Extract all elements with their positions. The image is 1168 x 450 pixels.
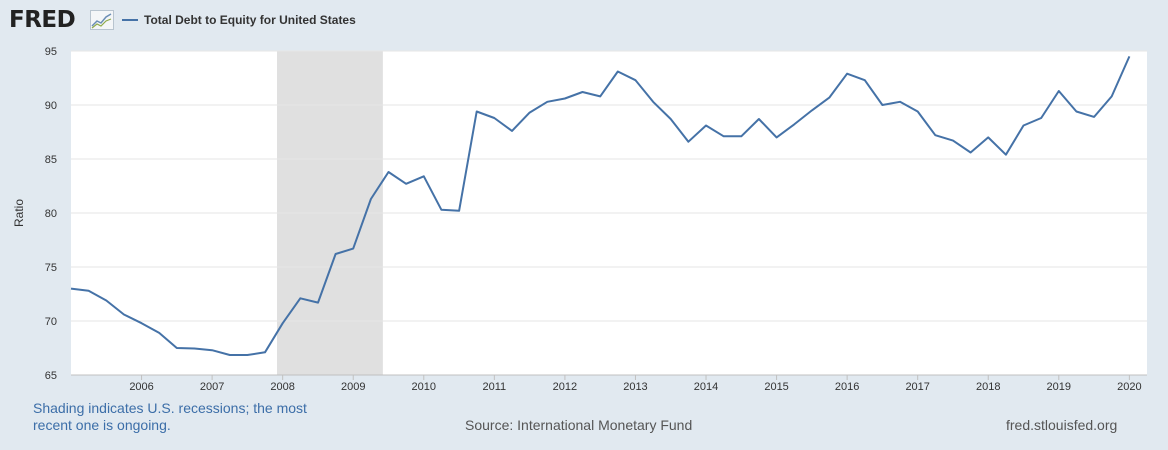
x-tick-label: 2013 xyxy=(623,381,647,393)
x-tick-label: 2011 xyxy=(483,381,507,393)
y-tick-label: 65 xyxy=(45,370,57,382)
x-tick-label: 2009 xyxy=(341,381,365,393)
y-tick-label: 90 xyxy=(45,100,57,112)
x-tick-label: 2019 xyxy=(1047,381,1071,393)
x-tick-label: 2016 xyxy=(835,381,859,393)
line-chart[interactable]: 65 70 75 80 85 90 95 2006 2007 2008 2009 2010 2011 20… xyxy=(0,0,1168,400)
source-label: Source: International Monetary Fund xyxy=(465,417,693,433)
x-tick-label: 2014 xyxy=(694,381,718,393)
fred-chart-icon xyxy=(90,10,114,30)
series-line[interactable] xyxy=(70,55,1131,356)
site-link[interactable]: fred.stlouisfed.org xyxy=(1006,417,1118,433)
legend-label: Total Debt to Equity for United States xyxy=(144,13,356,27)
x-tick-label: 2012 xyxy=(553,381,577,393)
x-tick-label: 2008 xyxy=(270,381,294,393)
x-tick-label: 2010 xyxy=(412,381,436,393)
y-tick-label: 85 xyxy=(45,154,57,166)
x-tick-label: 2006 xyxy=(129,381,153,393)
chart-header: FRED Total Debt to Equity for United Sta… xyxy=(0,0,1168,40)
y-tick-label: 80 xyxy=(45,208,57,220)
x-tick-label: 2018 xyxy=(976,381,1000,393)
x-tick-label: 2020 xyxy=(1117,381,1141,393)
recession-note: Shading indicates U.S. recessions; the m… xyxy=(33,400,307,433)
legend-swatch xyxy=(122,19,138,21)
fred-logo[interactable]: FRED xyxy=(9,7,76,33)
x-tick-label: 2015 xyxy=(764,381,788,393)
x-tick-label: 2017 xyxy=(905,381,929,393)
y-tick-label: 95 xyxy=(45,46,57,58)
y-tick-label: 75 xyxy=(45,262,57,274)
x-tick-label: 2007 xyxy=(200,381,224,393)
chart-legend[interactable]: Total Debt to Equity for United States xyxy=(122,11,356,29)
y-tick-label: 70 xyxy=(45,316,57,328)
